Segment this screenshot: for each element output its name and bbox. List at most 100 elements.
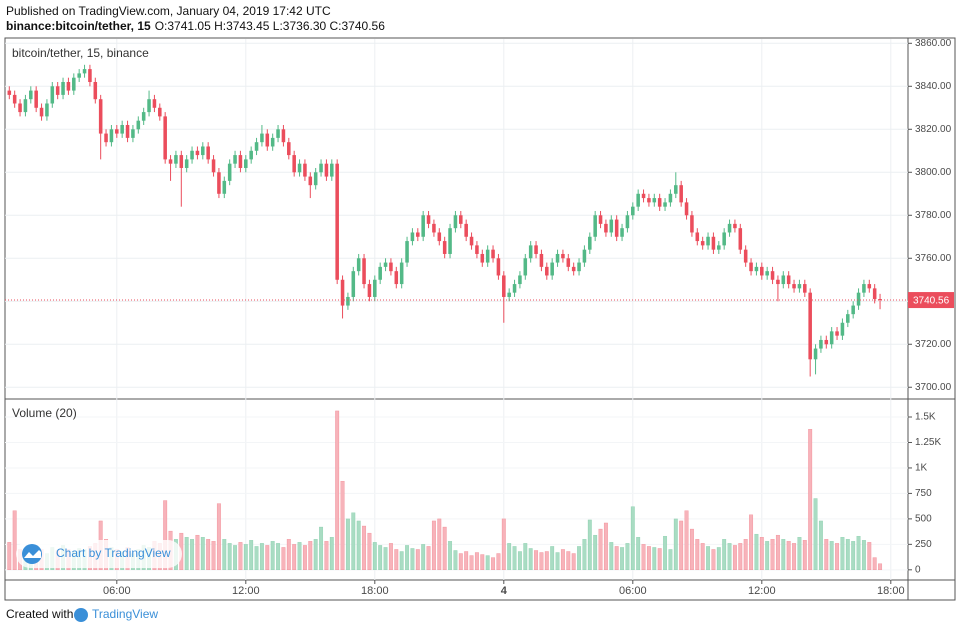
candle-body [754, 266, 759, 272]
volume-bar [388, 543, 393, 571]
volume-bar [797, 537, 802, 571]
volume-bar [851, 541, 856, 571]
candle-body [18, 103, 22, 113]
candle-body [373, 279, 377, 297]
volume-bar [448, 541, 453, 571]
candle-body [813, 348, 818, 360]
candle-body [502, 275, 506, 297]
volume-bar [636, 537, 641, 571]
volume-bar [781, 539, 786, 571]
volume-bar [614, 546, 619, 571]
volume-bar [684, 510, 689, 571]
candle-body [61, 81, 65, 95]
volume-bar [512, 546, 517, 571]
volume-bar [700, 543, 705, 571]
candle-body [797, 284, 802, 289]
volume-bar [840, 537, 845, 571]
candle-body [23, 99, 28, 113]
volume-bar [190, 539, 195, 571]
candle-body [534, 245, 538, 254]
candle-body [491, 249, 495, 259]
volume-bar [587, 519, 592, 571]
volume-bar [378, 545, 383, 571]
candle-body [625, 215, 630, 229]
volume-bar [706, 546, 711, 571]
watermark[interactable]: Chart by TradingView [16, 540, 182, 568]
volume-bar [523, 543, 528, 571]
candle-body [743, 249, 748, 263]
candle-body [287, 142, 291, 156]
y-tick-label: 3800.00 [915, 167, 952, 178]
volume-bar [308, 541, 313, 571]
candle-body [319, 163, 323, 173]
candle-body [308, 176, 313, 186]
volume-bar [689, 528, 694, 571]
volume-bar [792, 543, 797, 571]
volume-bar [276, 543, 281, 571]
candle-body [179, 155, 184, 168]
volume-bar [324, 541, 329, 571]
volume-y-tick-label: 500 [915, 514, 932, 525]
legend: bitcoin/tether, 15, binance [12, 46, 149, 60]
candle-body [125, 124, 130, 138]
footer-prefix: Created with [6, 607, 73, 621]
candle-body [324, 163, 329, 177]
volume-bar [517, 551, 522, 571]
candle-body [77, 73, 81, 78]
volume-bar [770, 539, 775, 571]
candle-body [571, 266, 576, 272]
candle-body [824, 339, 829, 345]
volume-bar [727, 543, 732, 571]
volume-bar [222, 539, 227, 571]
candle-body [410, 232, 415, 242]
candle-body [577, 262, 581, 272]
candle-body [281, 129, 286, 143]
candle-body [109, 129, 114, 143]
candle-body [254, 142, 259, 151]
candle-body [82, 69, 87, 74]
volume-bar [405, 545, 410, 571]
watermark-logo-mark [24, 550, 41, 558]
volume-y-tick-label: 0 [915, 564, 921, 575]
volume-legend: Volume (20) [12, 406, 77, 420]
candle-body [464, 223, 468, 237]
candle-body [776, 279, 780, 285]
candle-body [684, 202, 689, 216]
candle-body [631, 206, 635, 216]
candle-body [459, 215, 463, 224]
candle-body [523, 258, 528, 276]
volume-bar [722, 539, 727, 571]
candle-body [66, 81, 71, 91]
candle-body [131, 129, 135, 138]
candle-body [362, 258, 366, 285]
candle-body [641, 193, 646, 199]
candle-body [335, 163, 339, 280]
candle-body [668, 193, 673, 203]
candle-body [163, 116, 167, 160]
published-line: Published on TradingView.com, January 04… [6, 4, 331, 18]
volume-y-tick-label: 750 [915, 488, 932, 499]
candle-body [356, 258, 361, 272]
candle-body [50, 86, 55, 104]
volume-bar [786, 541, 791, 571]
candle-body [34, 90, 38, 108]
watermark-logo [22, 544, 42, 564]
candle-body [260, 133, 264, 143]
volume-bar [711, 549, 716, 571]
candle-body [485, 249, 490, 263]
volume-bar [802, 540, 807, 571]
candle-body [98, 99, 103, 134]
volume-bar [431, 520, 436, 571]
footer-brand[interactable]: TradingView [92, 607, 158, 621]
volume-bar [351, 512, 356, 571]
volume-bar [394, 549, 399, 571]
x-tick-label: 18:00 [361, 585, 389, 597]
candle-body [227, 163, 232, 181]
candle-body [496, 258, 501, 276]
candle-body [346, 296, 350, 306]
candle-body [792, 284, 796, 289]
volume-bar [372, 542, 377, 571]
volume-bar [254, 546, 259, 571]
volume-bar [646, 546, 651, 571]
volume-bar [259, 543, 264, 571]
